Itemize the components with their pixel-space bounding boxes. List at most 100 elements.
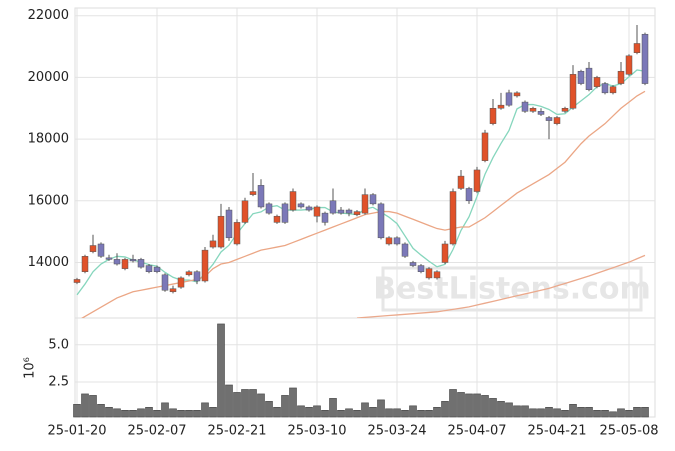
volume-bar [233, 392, 241, 418]
candle-body [481, 132, 489, 161]
candle-body [337, 209, 345, 214]
candle-body [569, 74, 577, 109]
x-tick-label: 25-01-20 [47, 424, 106, 439]
volume-bar [401, 410, 409, 418]
volume-bar [321, 410, 329, 418]
candle-body [193, 271, 201, 282]
volume-bar [337, 410, 345, 418]
volume-bar [385, 408, 393, 418]
candle-body [265, 203, 273, 214]
volume-bar [465, 393, 473, 418]
candle-body [505, 92, 513, 106]
volume-bar [329, 398, 337, 418]
volume-bar [625, 410, 633, 418]
x-tick-label: 25-04-07 [447, 424, 506, 439]
volume-bar [585, 407, 593, 418]
volume-bar [353, 410, 361, 418]
candle-body [417, 265, 425, 272]
candle-body [585, 67, 593, 90]
candle-body [377, 203, 385, 239]
candle-body [561, 107, 569, 112]
volume-bar [513, 405, 521, 418]
volume-bar [593, 410, 601, 418]
volume-bar [193, 410, 201, 418]
candle-body [281, 203, 289, 223]
volume-bar [129, 410, 137, 418]
x-tick-label: 25-02-21 [207, 424, 266, 439]
volume-bar [145, 407, 153, 418]
y-tick-label: 22000 [28, 8, 69, 23]
candle-body [225, 209, 233, 239]
volume-bar [545, 407, 553, 418]
candle-body [465, 188, 473, 202]
candle-body [401, 243, 409, 257]
candle-body [201, 249, 209, 282]
candle-body [425, 268, 433, 279]
volume-bar [361, 402, 369, 418]
volume-bar [273, 407, 281, 418]
candle-body [633, 43, 641, 53]
volume-bar [369, 407, 377, 418]
candle-body [457, 175, 465, 189]
candle-body [625, 55, 633, 75]
volume-bar [601, 410, 609, 418]
ma-line [81, 90, 646, 318]
candle-body [233, 222, 241, 245]
candle-body [273, 215, 281, 223]
volume-bar [225, 384, 233, 418]
candle-body [601, 83, 609, 94]
candle-body [513, 92, 521, 97]
candle-body [385, 237, 393, 245]
candle-body [153, 266, 161, 272]
candle-body [497, 104, 505, 109]
volume-bar [217, 323, 225, 418]
volume-bar [97, 404, 105, 418]
volume-bar [377, 399, 385, 418]
candle-body [129, 259, 137, 262]
volume-bar [257, 393, 265, 418]
candle-body [81, 256, 89, 272]
volume-bar [609, 411, 617, 418]
candle-body [409, 262, 417, 266]
volume-bar [481, 395, 489, 418]
volume-bar [433, 407, 441, 418]
volume-bar [521, 405, 529, 418]
candle-body [641, 33, 649, 84]
candle-body [521, 101, 529, 112]
volume-bar [201, 402, 209, 418]
volume-bar [137, 408, 145, 418]
volume-bar [457, 392, 465, 418]
volume-bar [313, 405, 321, 418]
candle-body [305, 206, 313, 211]
candle-body [313, 206, 321, 217]
volume-bar [617, 408, 625, 418]
watermark: BestListens.com [373, 272, 651, 307]
candle-body [121, 259, 129, 269]
candle-body [297, 203, 305, 208]
volume-bar [121, 410, 129, 418]
candle-body [617, 70, 625, 84]
candle-body [577, 70, 585, 84]
candle-body [97, 243, 105, 257]
candle-body [145, 265, 153, 272]
candle-body [345, 209, 353, 214]
candle-body [329, 200, 337, 214]
volume-bar [105, 407, 113, 418]
x-tick-label: 25-03-24 [367, 424, 426, 439]
volume-bar [241, 389, 249, 418]
candle-body [593, 77, 601, 87]
candle-body [161, 274, 169, 291]
x-tick-label: 25-03-10 [287, 424, 346, 439]
candle-body [393, 237, 401, 245]
x-tick-label: 25-02-07 [127, 424, 186, 439]
candle-body [537, 111, 545, 115]
volume-bar [641, 407, 649, 418]
volume-bar [553, 408, 561, 418]
volume-bar [441, 401, 449, 418]
volume-bar [281, 395, 289, 418]
volume-bar [497, 401, 505, 418]
volume-bar [169, 408, 177, 418]
y-tick-label: 5.0 [48, 337, 69, 352]
